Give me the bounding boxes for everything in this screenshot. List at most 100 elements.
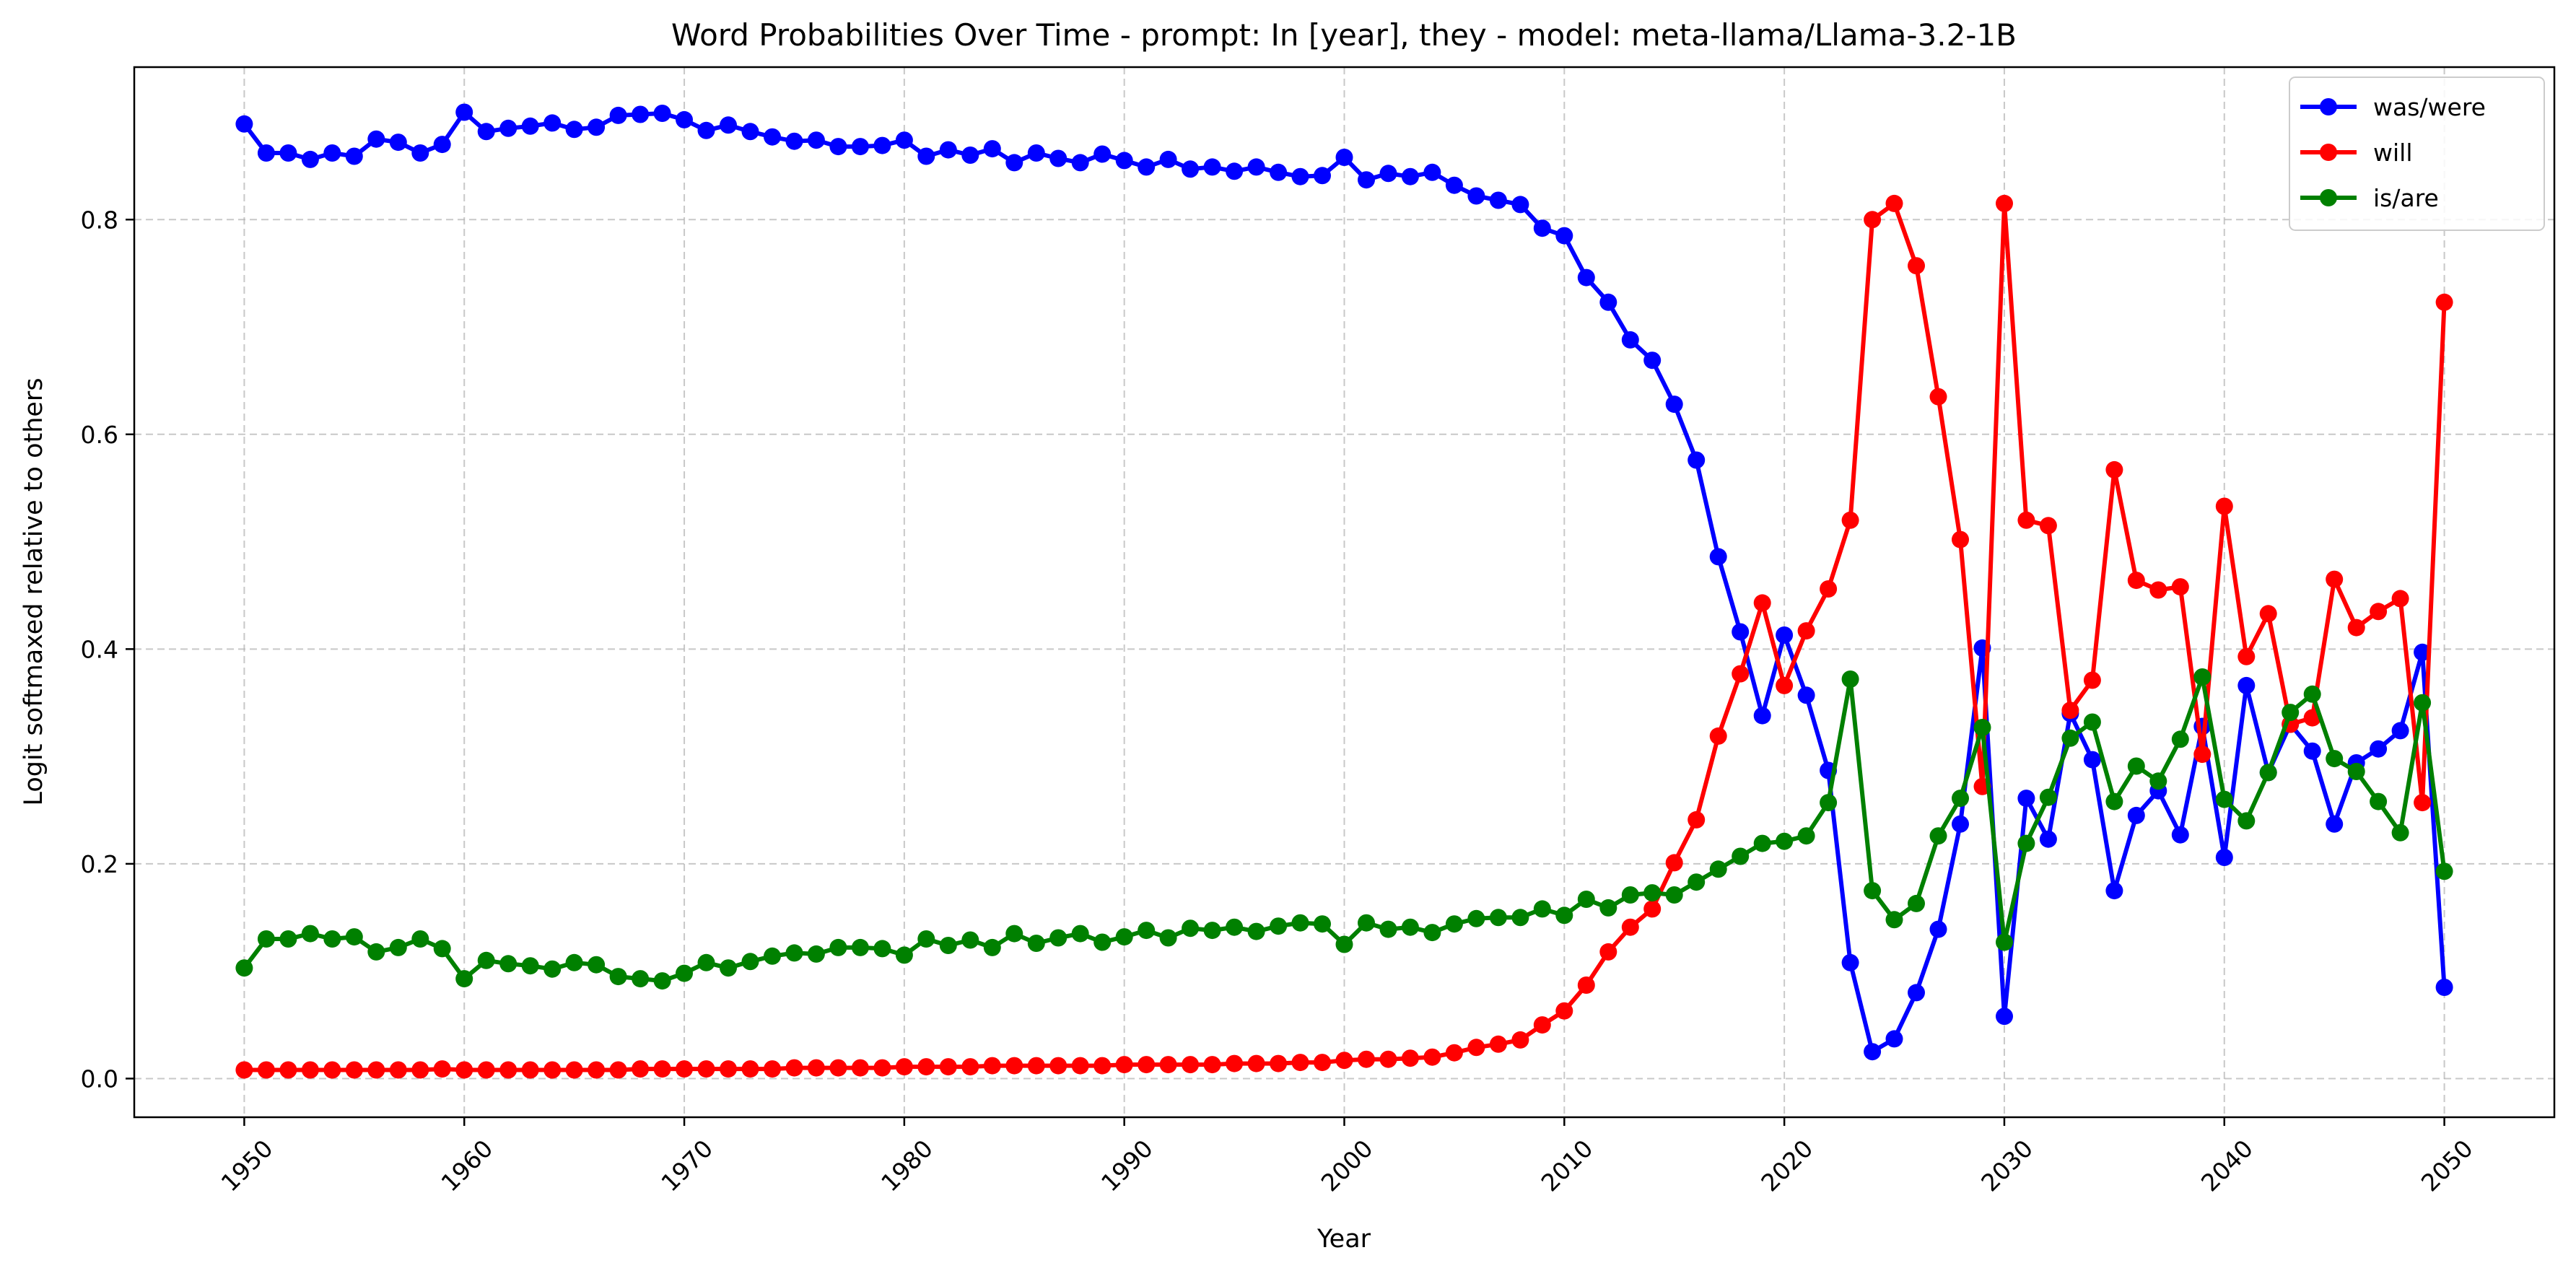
data-point-will bbox=[2237, 647, 2256, 665]
data-point-will bbox=[565, 1061, 583, 1079]
data-point-will bbox=[2347, 619, 2365, 637]
data-point-was-were bbox=[477, 123, 495, 141]
data-point-is-are bbox=[367, 943, 385, 961]
data-point-is-are bbox=[1071, 925, 1089, 943]
data-point-is-are bbox=[323, 930, 341, 948]
data-point-is-are bbox=[1467, 909, 1485, 927]
data-point-was-were bbox=[1291, 167, 1309, 185]
data-point-will bbox=[2215, 497, 2233, 515]
data-point-will bbox=[764, 1060, 781, 1078]
data-point-is-are bbox=[301, 925, 319, 943]
data-point-is-are bbox=[1996, 933, 2013, 951]
data-point-was-were bbox=[1138, 158, 1156, 176]
data-point-is-are bbox=[1335, 935, 1353, 953]
data-point-will bbox=[741, 1060, 759, 1078]
data-point-is-are bbox=[1423, 924, 1441, 942]
chart-title: Word Probabilities Over Time - prompt: I… bbox=[671, 17, 2017, 53]
data-point-was-were bbox=[961, 147, 979, 164]
legend-label: is/are bbox=[2373, 184, 2439, 212]
data-point-will bbox=[1665, 854, 1683, 872]
data-point-was-were bbox=[807, 131, 825, 149]
data-point-is-are bbox=[1291, 914, 1309, 932]
data-point-is-are bbox=[2259, 764, 2277, 782]
y-tick-label: 0.0 bbox=[81, 1065, 118, 1093]
data-point-will bbox=[1005, 1057, 1023, 1075]
data-point-was-were bbox=[2237, 676, 2256, 694]
legend-marker bbox=[2320, 144, 2337, 161]
data-point-was-were bbox=[1952, 815, 1969, 833]
data-point-will bbox=[543, 1061, 562, 1079]
data-point-will bbox=[1776, 676, 1794, 694]
data-point-will bbox=[345, 1061, 363, 1079]
data-point-was-were bbox=[1182, 160, 1200, 178]
data-point-is-are bbox=[565, 953, 583, 971]
data-point-will bbox=[961, 1058, 979, 1076]
data-point-will bbox=[1314, 1054, 1331, 1072]
data-point-is-are bbox=[1533, 900, 1551, 918]
data-point-was-were bbox=[367, 130, 385, 148]
data-point-will bbox=[785, 1059, 803, 1077]
data-point-is-are bbox=[1776, 832, 1794, 850]
legend-item-is-are: is/are bbox=[2300, 184, 2439, 212]
data-point-will bbox=[895, 1058, 913, 1076]
data-point-will bbox=[983, 1057, 1001, 1075]
data-point-is-are bbox=[653, 972, 671, 990]
data-point-will bbox=[455, 1061, 473, 1079]
data-point-will bbox=[389, 1061, 407, 1079]
data-point-is-are bbox=[1908, 894, 1925, 912]
data-point-is-are bbox=[1885, 911, 1903, 929]
data-point-will bbox=[939, 1058, 957, 1076]
data-point-is-are bbox=[741, 953, 759, 971]
data-point-was-were bbox=[983, 140, 1001, 158]
data-point-was-were bbox=[697, 121, 715, 139]
data-point-will bbox=[499, 1061, 518, 1079]
data-point-was-were bbox=[1445, 176, 1463, 194]
data-point-will bbox=[1203, 1056, 1221, 1074]
data-point-will bbox=[1401, 1049, 1419, 1067]
data-point-is-are bbox=[2127, 757, 2145, 775]
data-point-was-were bbox=[1159, 150, 1177, 168]
data-point-is-are bbox=[1929, 827, 1947, 845]
data-point-is-are bbox=[1489, 909, 1507, 927]
data-point-will bbox=[1247, 1054, 1265, 1072]
data-point-is-are bbox=[961, 931, 979, 949]
data-point-is-are bbox=[2061, 729, 2079, 747]
data-point-will bbox=[2391, 590, 2409, 608]
data-point-is-are bbox=[345, 928, 363, 946]
data-point-is-are bbox=[411, 930, 429, 948]
data-point-is-are bbox=[1027, 935, 1045, 952]
data-point-is-are bbox=[1864, 882, 1882, 900]
data-point-will bbox=[1533, 1016, 1551, 1034]
data-point-will bbox=[301, 1061, 319, 1079]
data-point-is-are bbox=[1732, 847, 1750, 865]
data-point-is-are bbox=[235, 959, 253, 977]
data-point-is-are bbox=[1709, 860, 1727, 878]
data-point-will bbox=[1093, 1057, 1112, 1075]
series-will bbox=[235, 194, 2453, 1079]
data-point-was-were bbox=[2215, 849, 2233, 866]
data-point-is-are bbox=[279, 930, 297, 948]
data-point-was-were bbox=[1908, 984, 1925, 1002]
data-point-will bbox=[1138, 1056, 1156, 1074]
data-point-will bbox=[1049, 1057, 1067, 1075]
data-point-was-were bbox=[345, 147, 363, 165]
legend-item-will: will bbox=[2300, 139, 2413, 167]
data-point-is-are bbox=[1379, 920, 1397, 938]
data-point-was-were bbox=[1688, 451, 1706, 469]
data-point-is-are bbox=[2149, 772, 2167, 790]
data-point-was-were bbox=[2391, 722, 2409, 740]
data-point-will bbox=[2061, 702, 2079, 720]
data-point-was-were bbox=[2017, 790, 2035, 808]
data-point-is-are bbox=[1226, 918, 1244, 936]
data-point-is-are bbox=[697, 953, 715, 971]
data-point-will bbox=[2083, 671, 2101, 689]
data-point-will bbox=[1864, 211, 1882, 229]
data-point-is-are bbox=[2370, 792, 2388, 810]
data-point-will bbox=[2259, 605, 2277, 623]
data-point-was-were bbox=[1247, 158, 1265, 176]
data-point-will bbox=[1467, 1039, 1485, 1057]
data-point-is-are bbox=[455, 970, 473, 988]
data-point-will bbox=[2127, 572, 2145, 590]
data-point-was-were bbox=[455, 103, 473, 121]
